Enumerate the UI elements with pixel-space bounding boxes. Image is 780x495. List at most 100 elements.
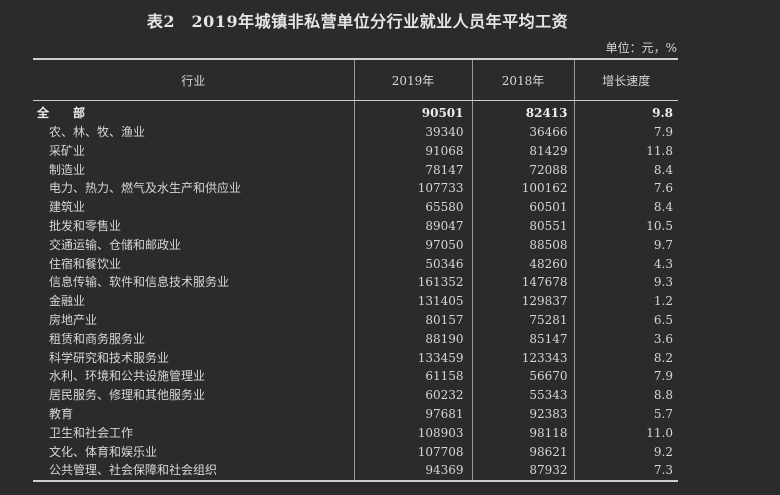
value-2019-cell: 39340: [353, 123, 472, 142]
value-2019-cell: 61158: [353, 367, 472, 387]
value-2018-cell: 129837: [471, 292, 574, 311]
table-title: 表2 2019年城镇非私营单位分行业就业人员年平均工资: [146, 12, 569, 31]
table-row: 建筑业 65580 60501 8.4: [33, 198, 678, 217]
value-2018-cell: 72088: [471, 160, 574, 180]
table-row: 交通运输、仓储和邮政业 97050 88508 9.7: [33, 235, 678, 255]
value-2019-cell: 161352: [353, 273, 472, 293]
table-row: 水利、环境和公共设施管理业 61158 56670 7.9: [33, 367, 678, 387]
value-2018-cell: 55343: [471, 386, 574, 405]
growth-cell: 3.6: [573, 329, 678, 349]
value-2018-cell: 85147: [471, 329, 574, 349]
table-row: 科学研究和技术服务业 133459 123343 8.2: [33, 348, 678, 368]
table-row: 卫生和社会工作 108903 98118 11.0: [33, 423, 678, 443]
value-2019-cell: 50346: [353, 254, 472, 274]
growth-cell: 7.6: [573, 179, 678, 199]
value-2018-cell: 81429: [471, 141, 574, 161]
table-row: 农、林、牧、渔业 39340 36466 7.9: [33, 123, 678, 142]
value-2018-cell: 88508: [471, 235, 574, 255]
value-2018-cell: 100162: [471, 179, 574, 199]
industry-cell: 文化、体育和娱乐业: [49, 444, 158, 459]
value-2019-cell: 133459: [353, 348, 472, 368]
value-2019-cell: 94369: [353, 461, 472, 483]
industry-cell: 公共管理、社会保障和社会组织: [33, 461, 354, 483]
value-2018-cell: 98118: [471, 423, 574, 443]
table-row: 文化、体育和娱乐业 107708 98621 9.2: [33, 442, 678, 462]
growth-cell: 9.3: [573, 273, 678, 293]
growth-cell: 8.8: [573, 386, 678, 405]
value-2019-cell: 107733: [353, 179, 472, 199]
value-2018-cell: 36466: [471, 123, 574, 142]
header-row: 行业 2019年 2018年 增长速度: [33, 58, 678, 101]
industry-cell: 交通运输、仓储和邮政业: [49, 237, 182, 252]
industry-cell: 全 部: [37, 105, 92, 120]
table-row: 住宿和餐饮业 50346 48260 4.3: [33, 254, 678, 274]
unit-note: 单位：元，%: [605, 41, 677, 55]
value-2018-cell: 98621: [471, 442, 574, 462]
growth-cell: 6.5: [573, 310, 678, 330]
value-2018-cell: 82413: [471, 100, 574, 123]
value-2018-cell: 80551: [471, 216, 574, 236]
industry-cell: 电力、热力、燃气及水生产和供应业: [49, 181, 242, 196]
industry-cell: 卫生和社会工作: [49, 425, 134, 440]
growth-cell: 9.8: [573, 100, 678, 123]
industry-cell: 农、林、牧、渔业: [49, 125, 146, 139]
industry-cell: 房地产业: [49, 312, 98, 327]
growth-cell: 1.2: [573, 292, 678, 311]
industry-cell: 住宿和餐饮业: [49, 256, 122, 271]
table-row: 采矿业 91068 81429 11.8: [33, 141, 678, 161]
value-2018-cell: 48260: [471, 254, 574, 274]
value-2019-cell: 97050: [353, 235, 472, 255]
header-growth: 增长速度: [573, 58, 678, 101]
value-2018-cell: 75281: [471, 310, 574, 330]
industry-cell: 居民服务、修理和其他服务业: [49, 388, 206, 403]
value-2019-cell: 90501: [353, 100, 472, 123]
industry-cell: 租赁和商务服务业: [49, 331, 146, 346]
value-2018-cell: 147678: [471, 273, 574, 293]
value-2019-cell: 78147: [353, 160, 472, 180]
value-2019-cell: 89047: [353, 216, 472, 236]
table-row: 教育 97681 92383 5.7: [33, 404, 678, 424]
growth-cell: 11.8: [573, 141, 678, 161]
growth-cell: 8.4: [573, 198, 678, 217]
growth-cell: 7.9: [573, 123, 678, 142]
industry-cell: 科学研究和技术服务业: [49, 350, 170, 365]
industry-cell: 采矿业: [49, 143, 86, 158]
growth-cell: 11.0: [573, 423, 678, 443]
industry-cell: 制造业: [49, 162, 86, 177]
value-2019-cell: 107708: [353, 442, 472, 462]
growth-cell: 4.3: [573, 254, 678, 274]
table-row: 租赁和商务服务业 88190 85147 3.6: [33, 329, 678, 349]
table-body: 全 部 90501 82413 9.8 农、林、牧、渔业 39340 36466 7.9 采矿业…: [33, 100, 678, 483]
table-row: 公共管理、社会保障和社会组织 94369 87932 7.3: [33, 461, 678, 483]
table-row: 批发和零售业 89047 80551 10.5: [33, 216, 678, 236]
value-2018-cell: 92383: [471, 404, 574, 424]
table-row: 房地产业 80157 75281 6.5: [33, 310, 678, 330]
growth-cell: 5.7: [573, 404, 678, 424]
growth-cell: 9.7: [573, 235, 678, 255]
table-row: 电力、热力、燃气及水生产和供应业 107733 100162 7.6: [33, 179, 678, 199]
growth-cell: 7.3: [573, 461, 678, 483]
growth-cell: 8.4: [573, 160, 678, 180]
value-2019-cell: 97681: [353, 404, 472, 424]
table-row: 制造业 78147 72088 8.4: [33, 160, 678, 180]
table-row: 金融业 131405 129837 1.2: [33, 292, 678, 311]
value-2019-cell: 88190: [353, 329, 472, 349]
value-2019-cell: 91068: [353, 141, 472, 161]
growth-cell: 9.2: [573, 442, 678, 462]
value-2019-cell: 65580: [353, 198, 472, 217]
value-2019-cell: 80157: [353, 310, 472, 330]
value-2019-cell: 131405: [353, 292, 472, 311]
industry-cell: 教育: [49, 406, 74, 421]
table-row: 居民服务、修理和其他服务业 60232 55343 8.8: [33, 386, 678, 405]
growth-cell: 10.5: [573, 216, 678, 236]
industry-cell: 水利、环境和公共设施管理业: [49, 369, 206, 384]
wage-table: 行业 2019年 2018年 增长速度 全 部 90501 82413 9.8 农、林、…: [33, 58, 678, 483]
value-2018-cell: 56670: [471, 367, 574, 387]
value-2019-cell: 60232: [353, 386, 472, 405]
header-2019: 2019年: [353, 58, 472, 101]
value-2018-cell: 87932: [471, 461, 574, 483]
industry-cell: 批发和零售业: [49, 218, 122, 233]
industry-cell: 建筑业: [49, 200, 86, 215]
value-2018-cell: 60501: [471, 198, 574, 217]
header-industry: 行业: [33, 58, 354, 101]
